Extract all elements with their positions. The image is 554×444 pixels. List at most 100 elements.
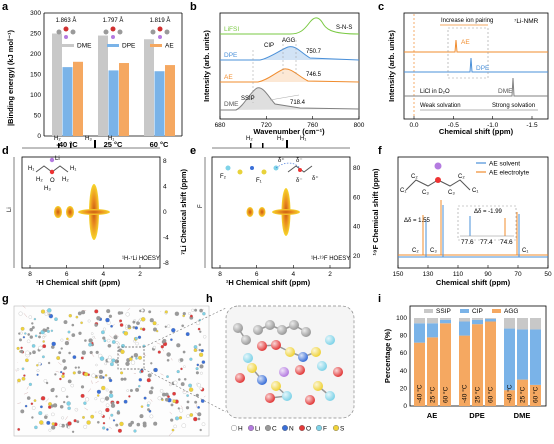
solvation-label: Strong solvation xyxy=(492,103,535,109)
atom-highlight xyxy=(311,347,321,357)
md-atom xyxy=(103,328,106,331)
group-label: AE xyxy=(427,411,437,420)
y-axis-label: |Binding energy| (kJ mol⁻¹) xyxy=(6,29,15,126)
md-atom xyxy=(23,336,25,338)
md-atom xyxy=(35,335,37,337)
md-atom xyxy=(42,356,45,359)
atom-label: H₁ xyxy=(28,166,34,172)
projection-peak xyxy=(262,143,264,148)
legend-label: AGG xyxy=(504,308,518,315)
md-atom xyxy=(148,374,152,378)
atom-highlight xyxy=(317,361,327,371)
md-atom xyxy=(154,368,158,372)
legend-label: F xyxy=(323,426,327,433)
md-atom xyxy=(29,316,32,319)
md-atom xyxy=(63,401,65,403)
md-atom xyxy=(153,422,157,426)
x-axis-label: ¹H Chemical shift (ppm) xyxy=(226,278,311,287)
md-atom xyxy=(177,370,180,373)
x-tick-label: 130 xyxy=(423,271,434,278)
y-tick-label: 20 xyxy=(400,385,408,392)
x-tick-label: 70 xyxy=(514,271,522,278)
md-atom xyxy=(43,340,45,342)
md-atom xyxy=(89,338,93,342)
y-tick-label: 40 xyxy=(400,368,408,375)
md-atom xyxy=(153,346,156,349)
md-atom xyxy=(170,419,173,422)
md-atom xyxy=(87,420,91,424)
peak-label: H₂ xyxy=(246,136,253,142)
md-atom xyxy=(174,381,178,385)
atom-highlight xyxy=(247,363,257,373)
y-tick-label: 50 xyxy=(34,113,42,120)
molecule-structure: F₂ F₁ δ⁺ δ⁻ δ⁻ δ⁺ xyxy=(220,157,319,184)
md-atom xyxy=(24,332,26,334)
md-atom xyxy=(140,415,142,417)
md-atom xyxy=(66,338,68,340)
legend-swatch xyxy=(333,425,339,431)
x-axis-label: Chemical shift (ppm) xyxy=(436,278,511,287)
distance-label: 1.819 Å xyxy=(150,17,171,24)
md-atom xyxy=(54,318,57,321)
md-atom xyxy=(141,317,145,321)
md-atom xyxy=(60,405,63,408)
md-atom xyxy=(67,401,71,405)
projection-peak xyxy=(58,143,60,148)
md-atom xyxy=(37,374,39,376)
md-atom xyxy=(23,375,25,377)
md-atom xyxy=(34,318,36,320)
md-atom xyxy=(73,371,76,374)
atom-label: C₂ xyxy=(458,174,465,180)
md-atom xyxy=(102,427,105,430)
md-atom xyxy=(124,378,127,381)
md-atom xyxy=(202,423,205,426)
md-atom xyxy=(131,356,133,358)
atom-highlight xyxy=(325,335,335,345)
md-atom xyxy=(124,400,128,404)
md-atom xyxy=(147,404,150,407)
md-atom xyxy=(99,370,103,374)
panel-letter: d xyxy=(2,145,9,157)
legend: DME DPE AE xyxy=(62,43,174,50)
md-atom xyxy=(107,339,110,342)
md-atom xyxy=(197,364,199,366)
md-atom xyxy=(91,333,93,335)
md-atom xyxy=(202,360,205,363)
panel-letter: h xyxy=(206,293,213,305)
md-atom xyxy=(193,417,197,421)
md-atom xyxy=(48,314,50,316)
md-atom xyxy=(165,310,168,313)
annotation: Increase ion pairing xyxy=(441,18,493,24)
md-atom xyxy=(20,410,24,414)
md-atom xyxy=(127,390,129,392)
md-atom xyxy=(183,390,187,394)
md-atom xyxy=(158,397,162,401)
md-atom xyxy=(196,371,199,374)
temperature-label: -40 °C xyxy=(461,384,469,403)
md-atom xyxy=(119,422,123,426)
x-tick-label: 2 xyxy=(138,271,142,278)
peak-label: H₁ xyxy=(300,136,306,142)
charge-label: δ⁻ xyxy=(296,178,303,184)
x-tick-label: 50 xyxy=(544,271,552,278)
md-atom xyxy=(190,315,193,318)
bar-cip xyxy=(485,319,496,322)
atom-label: H₁ xyxy=(70,166,76,172)
md-atom xyxy=(41,396,45,400)
md-atom xyxy=(128,395,130,397)
bar-dpe xyxy=(109,70,119,136)
md-atom xyxy=(175,312,179,316)
md-atom xyxy=(76,420,79,423)
md-atom xyxy=(186,394,188,396)
distance-label: 1.797 Å xyxy=(103,17,124,24)
md-atom xyxy=(190,413,193,416)
md-atom xyxy=(93,336,95,338)
x-tick-label: 4 xyxy=(102,271,106,278)
bar-cip xyxy=(472,320,483,324)
md-atom xyxy=(184,378,186,380)
nmr-title: ⁷Li-NMR xyxy=(514,18,539,25)
